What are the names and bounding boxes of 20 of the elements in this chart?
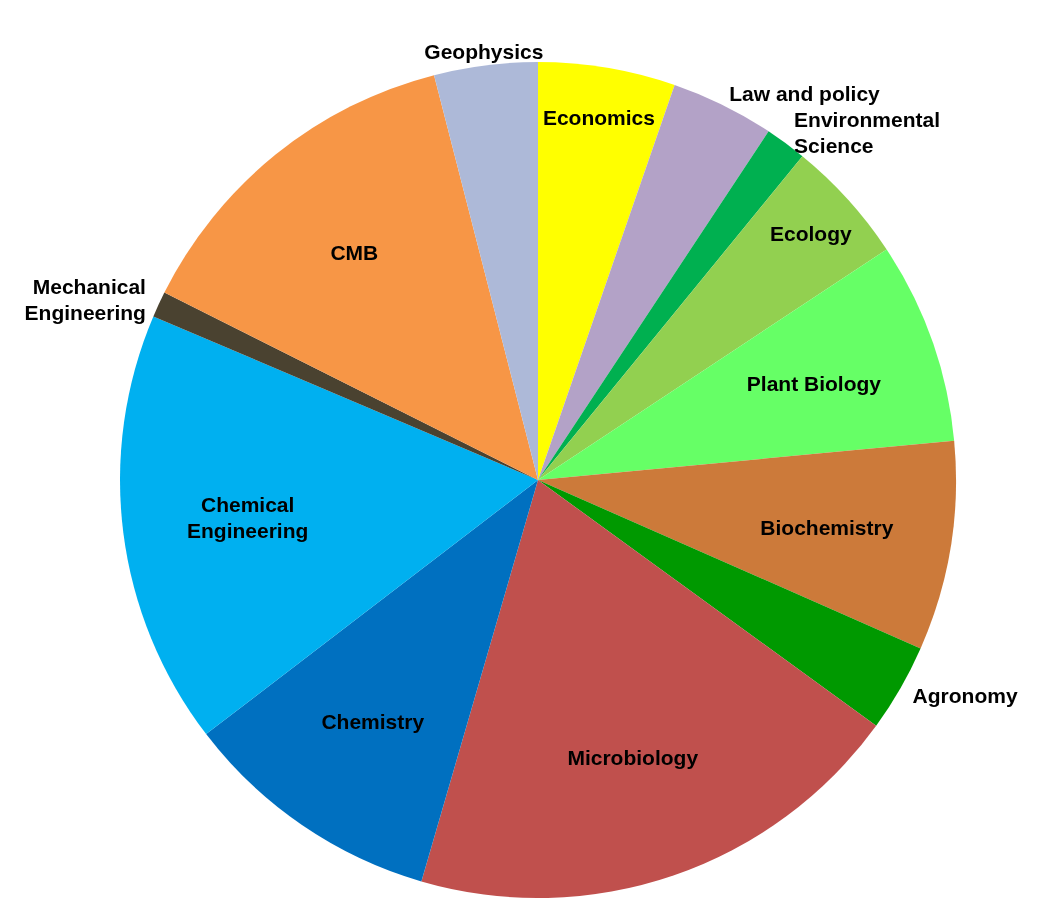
pie-slice: [164, 75, 538, 480]
slice-label: Microbiology: [567, 745, 699, 769]
slice-label: Economics: [542, 105, 655, 129]
slice-label: Chemistry: [321, 709, 425, 733]
pie-slice: [538, 62, 675, 480]
slice-label: CMB: [330, 240, 379, 264]
slice-label: Geophysics: [424, 39, 544, 63]
pie-slice: [538, 156, 887, 480]
slice-label: Agronomy: [912, 683, 1018, 707]
slice-label: Law and policy: [729, 81, 881, 105]
pie-slice: [538, 249, 955, 480]
slice-label: Chemical Engineering: [187, 492, 309, 542]
pie-slice: [153, 292, 538, 480]
slice-label: Plant Biology: [746, 371, 882, 395]
slice-label: Environmental Science: [794, 107, 940, 157]
pie-slice: [538, 440, 956, 649]
pie-slice: [434, 62, 538, 480]
slice-label: Ecology: [770, 221, 852, 245]
slice-label: Biochemistry: [760, 515, 894, 539]
slice-label: Mechanical Engineering: [24, 274, 146, 324]
